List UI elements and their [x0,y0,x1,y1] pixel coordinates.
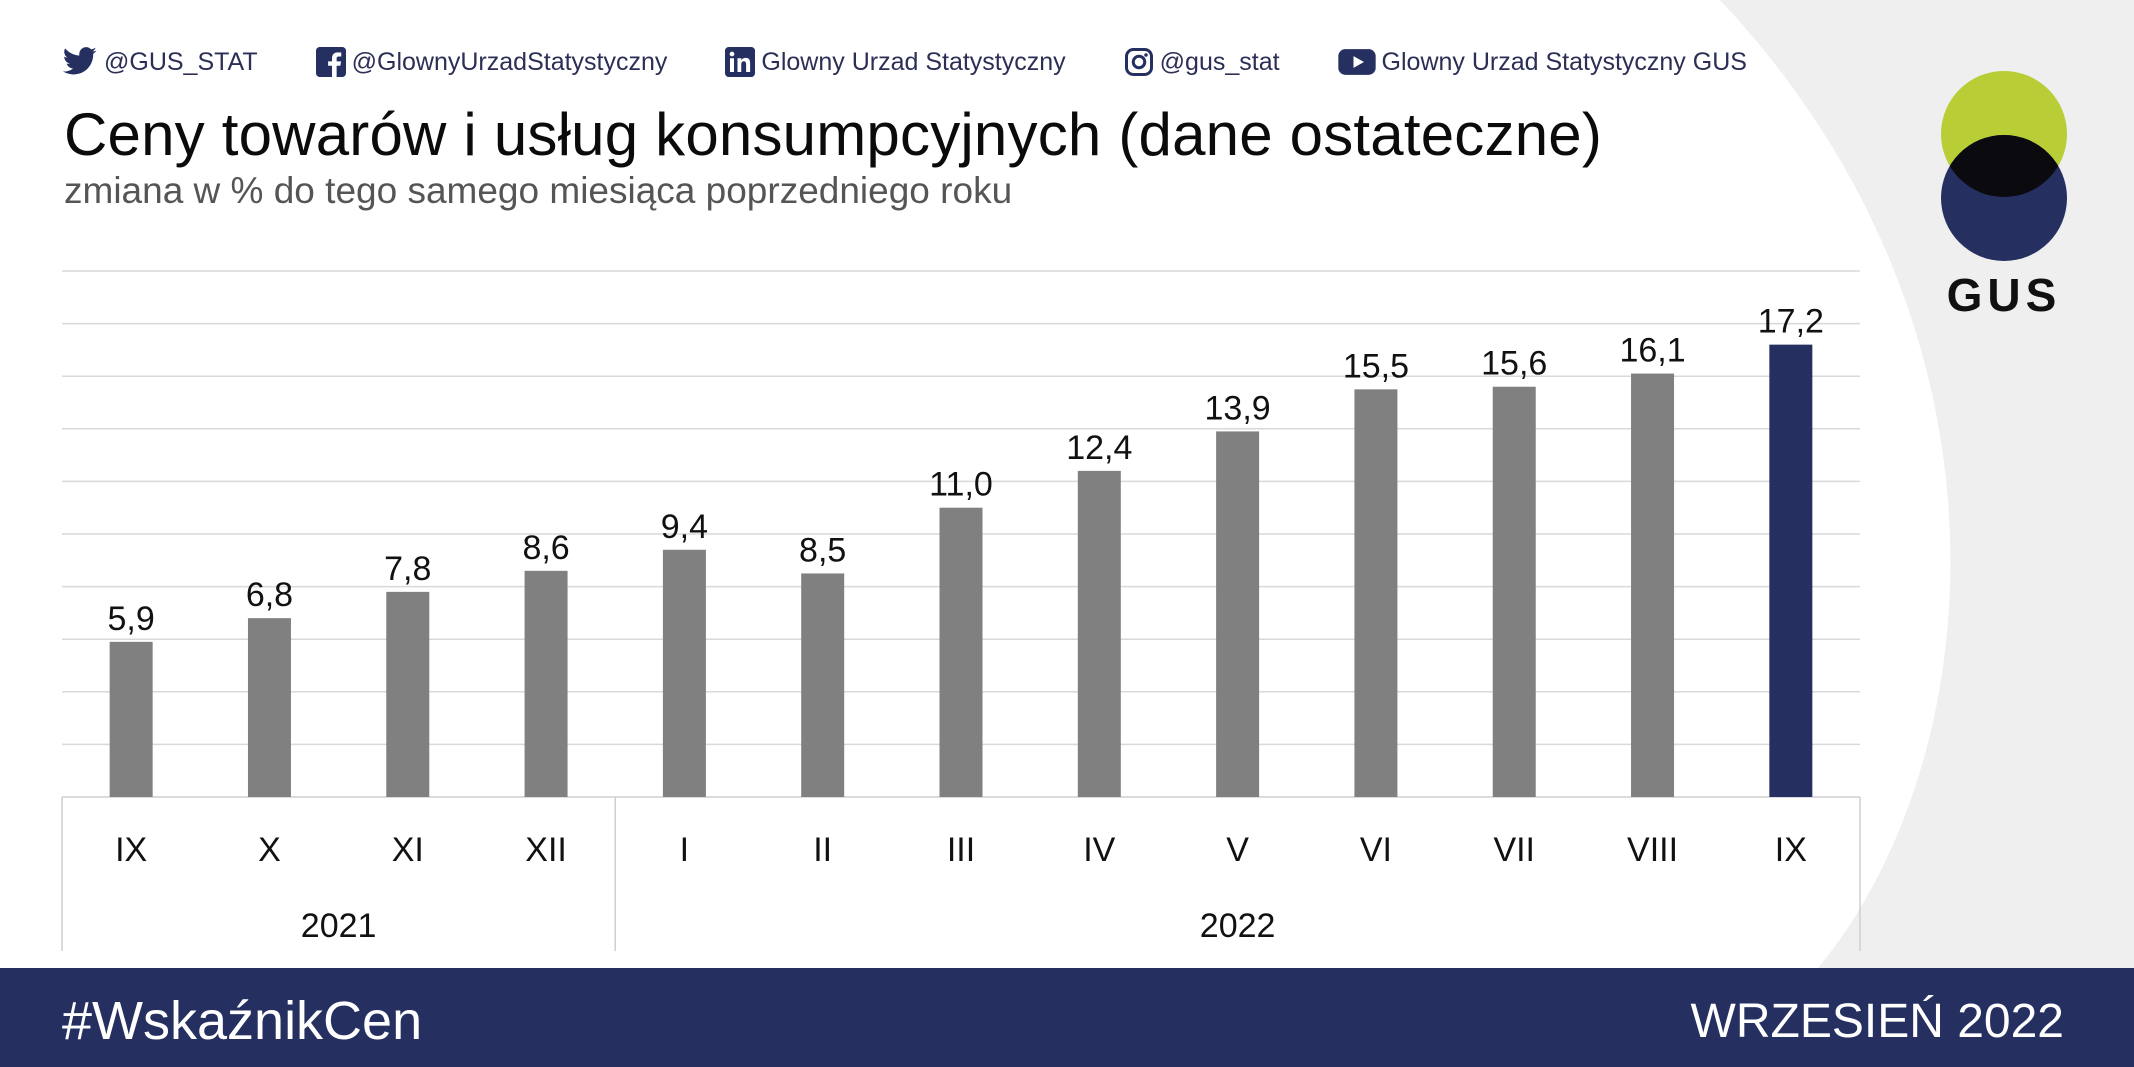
bar [662,549,706,797]
bar [939,507,983,797]
logo-text: GUS [1946,269,2062,321]
x-tick-label: VIII [1627,831,1678,869]
social-facebook-label: @GlownyUrzadStatystyczny [351,47,668,76]
bar [109,641,153,797]
x-tick-label: II [813,831,832,869]
hashtag-label[interactable]: #WskaźnikCen [62,991,423,1051]
data-label: 16,1 [1619,332,1685,370]
bar [1354,389,1398,797]
footer-bar: #WskaźnikCen WRZESIEŃ 2022 [0,968,2134,1067]
x-tick-label: VII [1493,831,1535,869]
data-label: 17,2 [1758,303,1824,341]
bar [247,618,291,797]
x-tick-label: IX [1775,831,1807,869]
bar [1769,344,1813,797]
social-instagram[interactable]: @gus_stat [1124,47,1280,77]
bar [801,573,845,797]
chart-subtitle: zmiana w % do tego samego miesiąca poprz… [64,170,1013,211]
social-linkedin[interactable]: Glowny Urzad Statystyczny [725,47,1066,77]
social-youtube-label: Glowny Urzad Statystyczny GUS [1381,47,1747,76]
x-tick-label: IX [115,831,147,869]
x-tick-label: X [258,831,281,869]
bar-chart: 5,9 IX 6,8 X 7,8 XI 8,6 XII 9,4 I 8,5 II 11,0 III 12,4… [61,270,1861,951]
twitter-icon [62,47,97,75]
bar [524,570,568,797]
linkedin-icon [725,47,756,77]
x-tick-label: I [680,831,689,869]
data-label: 8,6 [522,529,569,567]
x-tick-label: VI [1360,831,1392,869]
x-tick-label: IV [1083,831,1115,869]
gus-logo [1941,71,2067,261]
logo-circle-overlap [1941,135,2067,197]
youtube-icon [1337,49,1376,75]
year-group-label: 2022 [1200,907,1276,945]
period-label: WRZESIEŃ 2022 [1690,995,2064,1048]
data-label: 6,8 [246,576,293,614]
data-label: 11,0 [929,466,993,504]
year-group-label: 2021 [301,907,377,945]
data-label: 15,5 [1343,347,1409,385]
social-facebook[interactable]: @GlownyUrzadStatystyczny [315,47,668,77]
instagram-icon [1124,48,1153,76]
data-label: 15,6 [1481,345,1547,383]
data-label: 8,5 [799,531,846,569]
bar [1077,470,1121,797]
x-tick-label: XII [525,831,567,869]
bar [1216,431,1260,797]
social-twitter-label: @GUS_STAT [104,47,258,76]
x-tick-label: III [947,831,975,869]
data-label: 7,8 [384,550,431,588]
chart-title: Ceny towarów i usług konsumpcyjnych (dan… [64,101,1603,168]
bar [1492,386,1536,797]
data-label: 12,4 [1066,429,1132,467]
social-instagram-label: @gus_stat [1159,47,1280,76]
data-label: 13,9 [1205,389,1271,427]
data-label: 5,9 [108,600,155,638]
social-linkedin-label: Glowny Urzad Statystyczny [761,47,1066,76]
facebook-icon [315,47,346,77]
bar [386,591,430,797]
social-links: @GUS_STAT @GlownyUrzadStatystyczny Glown… [62,44,1805,80]
social-youtube[interactable]: Glowny Urzad Statystyczny GUS [1337,47,1747,77]
x-tick-label: XI [392,831,424,869]
social-twitter[interactable]: @GUS_STAT [62,47,258,77]
data-label: 9,4 [661,508,708,546]
x-tick-label: V [1226,831,1249,869]
bar [1631,373,1675,797]
